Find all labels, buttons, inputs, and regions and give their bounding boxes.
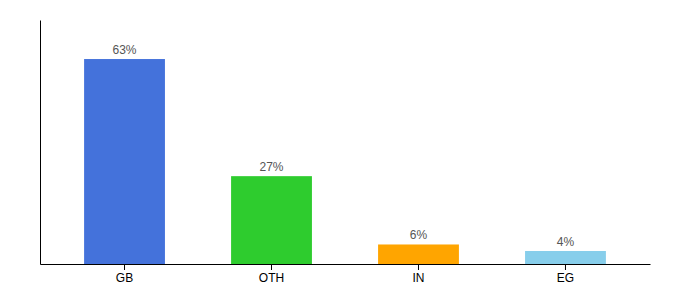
bar [378, 244, 459, 264]
data-label: 4% [557, 235, 575, 249]
x-tick-mark [271, 264, 272, 270]
x-tick-label: OTH [259, 271, 284, 285]
x-tick: EG [557, 264, 574, 285]
y-axis-line [40, 21, 41, 265]
x-tick-mark [565, 264, 566, 270]
x-tick-label: IN [412, 271, 424, 285]
plot: GB OTH IN EG 63% 27% 6% 4% [41, 21, 651, 285]
chart: GB OTH IN EG 63% 27% 6% 4% [0, 0, 680, 300]
x-tick: OTH [259, 264, 284, 285]
bars [84, 59, 606, 264]
data-label: 27% [259, 160, 283, 174]
y-axis [40, 21, 41, 265]
x-tick-mark [418, 264, 419, 270]
bar [84, 59, 165, 264]
bar [525, 251, 606, 264]
x-axis-line [41, 264, 651, 265]
bar [231, 176, 312, 264]
x-tick-label: GB [116, 271, 133, 285]
data-label: 63% [113, 43, 137, 57]
x-tick-mark [124, 264, 125, 270]
x-tick: IN [412, 264, 424, 285]
x-tick: GB [116, 264, 133, 285]
x-axis: GB OTH IN EG [41, 264, 651, 285]
data-label: 6% [410, 228, 428, 242]
data-labels: 63% 27% 6% 4% [113, 43, 575, 249]
x-tick-label: EG [557, 271, 574, 285]
